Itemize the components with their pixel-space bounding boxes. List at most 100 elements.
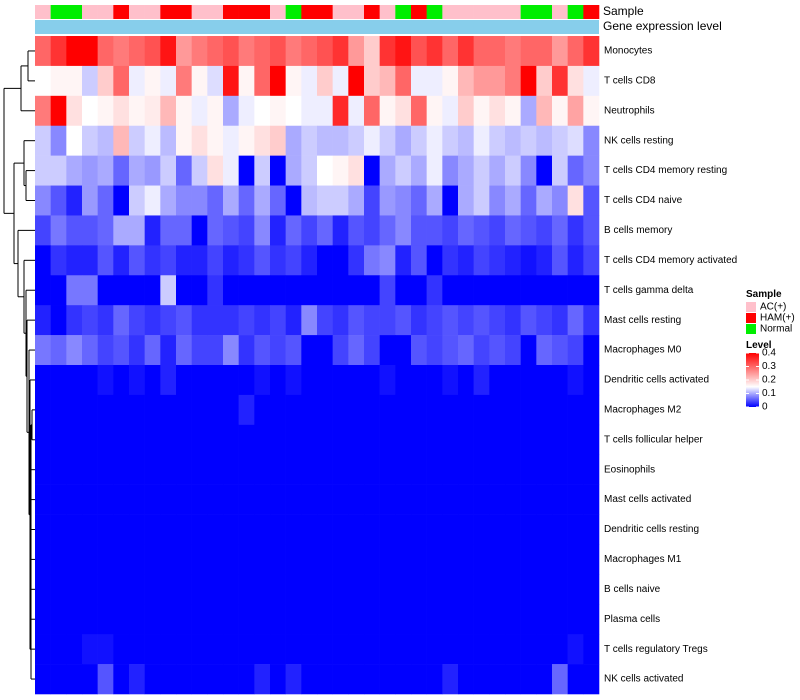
heatmap-cell (583, 185, 600, 216)
row-label: T cells CD4 naive (604, 195, 683, 206)
heatmap-cell (191, 574, 208, 605)
heatmap-cells (35, 36, 600, 695)
heatmap-cell (520, 365, 537, 396)
sample-annotation-cell (285, 5, 302, 19)
heatmap-cell (583, 544, 600, 575)
heatmap-cell (505, 65, 521, 97)
row-labels: Monocytes T cells CD8 Neutrophils NK cells … (604, 46, 737, 685)
heatmap-cell (160, 65, 177, 97)
heatmap-cell (395, 95, 412, 127)
heatmap-cell (332, 424, 349, 456)
heatmap-cell (223, 65, 239, 97)
heatmap-cell (113, 155, 130, 186)
heatmap-cell (364, 95, 380, 127)
heatmap-cell (489, 65, 506, 97)
heatmap-cell (160, 544, 177, 575)
heatmap-cell (536, 65, 553, 97)
heatmap-cell (411, 215, 427, 246)
heatmap-cell (536, 454, 553, 485)
heatmap-cell (207, 245, 224, 276)
heatmap-cell (473, 484, 490, 515)
heatmap-cell (458, 604, 474, 635)
level-color-bar (746, 353, 759, 407)
heatmap-cell (442, 484, 459, 515)
heatmap-cell (35, 544, 51, 575)
heatmap-cell (176, 36, 192, 67)
heatmap-cell (129, 664, 145, 695)
heatmap-cell (379, 664, 396, 695)
heatmap-cell (97, 245, 114, 276)
heatmap-cell (176, 574, 192, 605)
heatmap-cell (364, 245, 380, 276)
heatmap-cell (176, 424, 192, 456)
heatmap-cell (66, 335, 83, 366)
heatmap-cell (411, 155, 427, 186)
heatmap-cell (348, 305, 365, 336)
heatmap-cell (552, 634, 568, 665)
heatmap-cell (207, 544, 224, 575)
heatmap-cell (442, 604, 459, 635)
heatmap-cell (442, 65, 459, 97)
sample-annotation-cell (379, 5, 396, 19)
heatmap-cell (520, 275, 537, 306)
heatmap-cell (332, 664, 349, 695)
heatmap-cell (191, 544, 208, 575)
heatmap-cell (458, 634, 474, 665)
heatmap-cell (191, 424, 208, 456)
heatmap-cell (50, 245, 67, 276)
heatmap-cell (223, 185, 239, 216)
heatmap-cell (285, 604, 302, 635)
heatmap-cell (411, 275, 427, 306)
sample-annotation-cell (395, 5, 412, 19)
heatmap-cell (489, 335, 506, 366)
heatmap-cell (567, 604, 584, 635)
row-label: Monocytes (604, 46, 652, 57)
heatmap-cell (442, 394, 459, 426)
heatmap-cell (254, 65, 271, 97)
heatmap-cell (50, 544, 67, 575)
heatmap-cell (35, 95, 51, 127)
heatmap-cell (129, 424, 145, 456)
heatmap-cell (348, 544, 365, 575)
row-label: Neutrophils (604, 105, 655, 116)
heatmap-cell (129, 634, 145, 665)
heatmap-cell (129, 275, 145, 306)
heatmap-cell (458, 95, 474, 127)
heatmap-cell (66, 245, 83, 276)
heatmap-cell (129, 454, 145, 485)
heatmap-cell (50, 125, 67, 156)
heatmap-cell (489, 215, 506, 246)
heatmap-cell (364, 335, 380, 366)
heatmap-cell (35, 664, 51, 695)
heatmap-cell (473, 125, 490, 156)
heatmap-cell (520, 484, 537, 515)
heatmap-cell (254, 394, 271, 426)
heatmap-cell (50, 664, 67, 695)
heatmap-cell (35, 574, 51, 605)
heatmap-cell (473, 454, 490, 485)
heatmap-cell (583, 125, 600, 156)
heatmap-cell (411, 335, 427, 366)
heatmap-cell (536, 335, 553, 366)
heatmap-cell (160, 36, 177, 67)
heatmap-cell (66, 275, 83, 306)
heatmap-cell (317, 245, 333, 276)
heatmap-cell (411, 664, 427, 695)
heatmap-cell (254, 155, 271, 186)
heatmap-cell (35, 65, 51, 97)
heatmap-cell (552, 155, 568, 186)
heatmap-cell (35, 185, 51, 216)
heatmap-cell (332, 245, 349, 276)
heatmap-cell (113, 365, 130, 396)
heatmap-cell (583, 305, 600, 336)
heatmap-cell (332, 335, 349, 366)
heatmap-cell (223, 245, 239, 276)
sample-annotation-cell (552, 5, 568, 19)
heatmap-cell (458, 185, 474, 216)
row-label: Eosinophils (604, 464, 655, 475)
heatmap-cell (458, 155, 474, 186)
heatmap-cell (567, 335, 584, 366)
heatmap-cell (160, 604, 177, 635)
heatmap-cell (583, 65, 600, 97)
heatmap-cell (238, 394, 255, 426)
